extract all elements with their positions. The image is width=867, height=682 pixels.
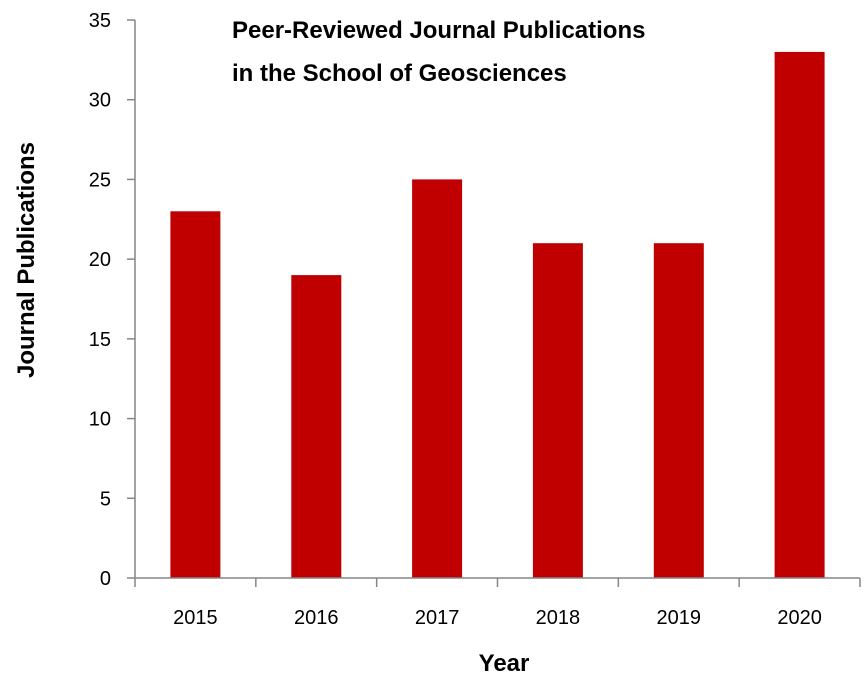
x-tick-label-2017: 2017 [415, 607, 460, 629]
x-axis-title: Year [479, 650, 530, 677]
y-tick-label: 25 [89, 169, 111, 191]
x-tick-label-2019: 2019 [657, 607, 702, 629]
bar-2018 [532, 243, 583, 578]
x-tick-label-2018: 2018 [536, 607, 581, 629]
bar-2015 [170, 211, 221, 579]
bars-group [170, 51, 825, 579]
y-tick-label: 5 [100, 488, 111, 510]
chart-title-line-2: in the School of Geosciences [232, 60, 567, 87]
y-tick-label: 20 [89, 249, 111, 271]
bar-2017 [412, 179, 463, 578]
x-tick-label-2015: 2015 [173, 607, 218, 629]
x-tick-label-2020: 2020 [777, 607, 822, 629]
bar-2016 [291, 275, 342, 578]
y-tick-label: 30 [89, 90, 111, 112]
x-ticks-group: 2015 2016 2017 2018 2019 2020 [134, 578, 861, 629]
chart-title-line-1: Peer-Reviewed Journal Publications [232, 17, 645, 44]
y-tick-label: 10 [89, 409, 111, 431]
y-ticks-group: 0 5 10 15 20 25 30 35 [89, 10, 135, 590]
x-tick-label-2016: 2016 [294, 607, 339, 629]
y-tick-label: 35 [89, 10, 111, 32]
bar-2020 [774, 51, 825, 578]
y-tick-label: 15 [89, 329, 111, 351]
bar-2019 [653, 243, 704, 578]
y-tick-label: 0 [100, 568, 111, 590]
y-axis-title: Journal Publications [13, 142, 40, 378]
